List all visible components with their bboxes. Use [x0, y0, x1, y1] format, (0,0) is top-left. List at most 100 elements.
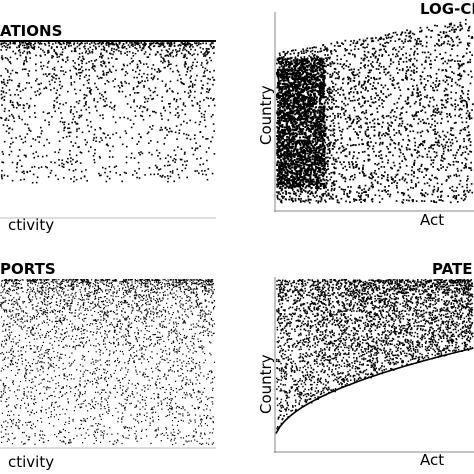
data-point — [289, 179, 291, 182]
data-point — [149, 44, 151, 47]
data-point — [89, 51, 91, 54]
data-point — [168, 53, 171, 55]
data-point — [191, 85, 194, 87]
data-point — [282, 184, 285, 187]
data-point — [69, 131, 72, 134]
data-point — [4, 67, 7, 70]
data-point — [102, 98, 105, 101]
data-point — [50, 89, 52, 91]
data-point — [65, 42, 68, 44]
data-point — [176, 99, 178, 101]
data-point — [86, 180, 88, 182]
data-point — [466, 175, 469, 178]
data-point — [282, 83, 284, 85]
data-point — [196, 61, 199, 63]
data-point — [358, 126, 360, 128]
data-point — [112, 65, 114, 68]
data-point — [70, 84, 73, 86]
data-point — [352, 42, 355, 44]
data-point — [366, 128, 369, 131]
data-point — [36, 176, 39, 178]
data-point — [377, 123, 380, 126]
data-point — [338, 71, 340, 73]
data-point — [413, 53, 415, 56]
data-point — [109, 70, 111, 72]
data-point — [139, 46, 141, 49]
data-point — [68, 168, 71, 171]
data-point — [288, 192, 290, 194]
data-point — [445, 169, 447, 171]
data-point — [312, 132, 315, 135]
data-point — [342, 64, 345, 66]
data-point — [363, 188, 366, 190]
data-point — [434, 59, 436, 61]
data-point — [318, 114, 321, 117]
data-point — [360, 86, 363, 88]
data-point — [454, 197, 457, 200]
data-point — [102, 132, 105, 134]
data-point — [278, 52, 281, 55]
data-point — [192, 61, 194, 64]
data-point — [92, 68, 95, 70]
data-point — [297, 72, 300, 75]
data-point — [315, 163, 318, 165]
data-point — [431, 174, 433, 177]
data-point — [373, 129, 376, 132]
data-point — [169, 156, 172, 158]
data-point — [303, 158, 306, 161]
data-point — [126, 103, 129, 105]
data-point — [460, 197, 463, 200]
data-point — [389, 116, 392, 119]
data-point — [309, 178, 312, 180]
data-point — [333, 163, 336, 165]
data-point — [416, 177, 419, 179]
data-point — [191, 86, 194, 88]
data-point — [184, 53, 187, 56]
data-point — [410, 179, 413, 181]
data-point — [328, 95, 331, 97]
data-point — [401, 78, 403, 81]
data-point — [360, 198, 362, 200]
data-point — [316, 172, 318, 175]
data-point — [460, 116, 463, 119]
data-point — [319, 140, 322, 143]
data-point — [107, 71, 110, 74]
data-point — [456, 167, 459, 170]
data-point — [117, 45, 119, 48]
data-point — [81, 131, 84, 134]
data-point — [432, 166, 434, 168]
data-point — [425, 169, 428, 172]
data-point — [338, 75, 340, 78]
data-point — [74, 142, 77, 144]
data-point — [349, 119, 351, 121]
data-point — [156, 166, 158, 168]
data-point — [75, 68, 77, 70]
data-point — [289, 73, 292, 76]
data-point — [325, 57, 327, 59]
data-point — [36, 78, 38, 80]
data-point — [302, 177, 304, 180]
data-point — [62, 59, 64, 62]
data-point — [279, 96, 281, 99]
data-point — [308, 198, 311, 201]
data-point — [77, 146, 79, 148]
data-point — [204, 55, 207, 57]
data-point — [284, 99, 287, 102]
data-point — [8, 132, 10, 134]
data-point — [276, 86, 279, 89]
data-point — [318, 154, 320, 157]
data-point — [93, 99, 95, 102]
data-point — [51, 57, 53, 59]
data-point — [327, 56, 329, 59]
data-point — [23, 110, 26, 113]
data-point — [413, 163, 415, 165]
data-point — [333, 88, 335, 91]
data-point — [424, 192, 427, 194]
data-point — [187, 51, 190, 53]
data-point — [91, 51, 93, 53]
data-point — [417, 43, 420, 45]
data-point — [459, 21, 462, 24]
data-point — [300, 201, 302, 203]
data-point — [368, 145, 371, 148]
data-point — [22, 52, 24, 54]
